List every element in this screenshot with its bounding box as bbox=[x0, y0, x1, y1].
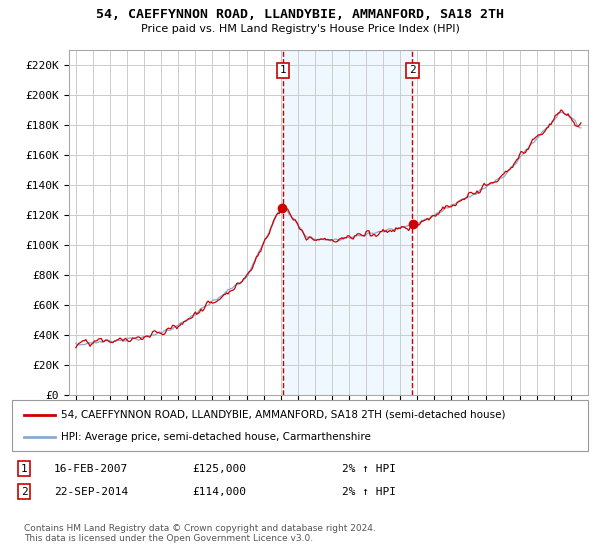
Text: 16-FEB-2007: 16-FEB-2007 bbox=[54, 464, 128, 474]
Bar bbox=[283, 50, 412, 395]
Text: 1: 1 bbox=[280, 66, 286, 76]
Text: HPI: Average price, semi-detached house, Carmarthenshire: HPI: Average price, semi-detached house,… bbox=[61, 432, 371, 442]
Text: 54, CAEFFYNNON ROAD, LLANDYBIE, AMMANFORD, SA18 2TH (semi-detached house): 54, CAEFFYNNON ROAD, LLANDYBIE, AMMANFOR… bbox=[61, 409, 505, 419]
Text: 2% ↑ HPI: 2% ↑ HPI bbox=[342, 487, 396, 497]
Text: Price paid vs. HM Land Registry's House Price Index (HPI): Price paid vs. HM Land Registry's House … bbox=[140, 24, 460, 34]
Text: 22-SEP-2014: 22-SEP-2014 bbox=[54, 487, 128, 497]
Text: 1: 1 bbox=[20, 464, 28, 474]
Text: £125,000: £125,000 bbox=[192, 464, 246, 474]
Text: 54, CAEFFYNNON ROAD, LLANDYBIE, AMMANFORD, SA18 2TH: 54, CAEFFYNNON ROAD, LLANDYBIE, AMMANFOR… bbox=[96, 8, 504, 21]
Text: 2: 2 bbox=[409, 66, 416, 76]
Text: 2: 2 bbox=[20, 487, 28, 497]
Text: Contains HM Land Registry data © Crown copyright and database right 2024.
This d: Contains HM Land Registry data © Crown c… bbox=[24, 524, 376, 543]
FancyBboxPatch shape bbox=[12, 400, 588, 451]
Text: 2% ↑ HPI: 2% ↑ HPI bbox=[342, 464, 396, 474]
Text: £114,000: £114,000 bbox=[192, 487, 246, 497]
